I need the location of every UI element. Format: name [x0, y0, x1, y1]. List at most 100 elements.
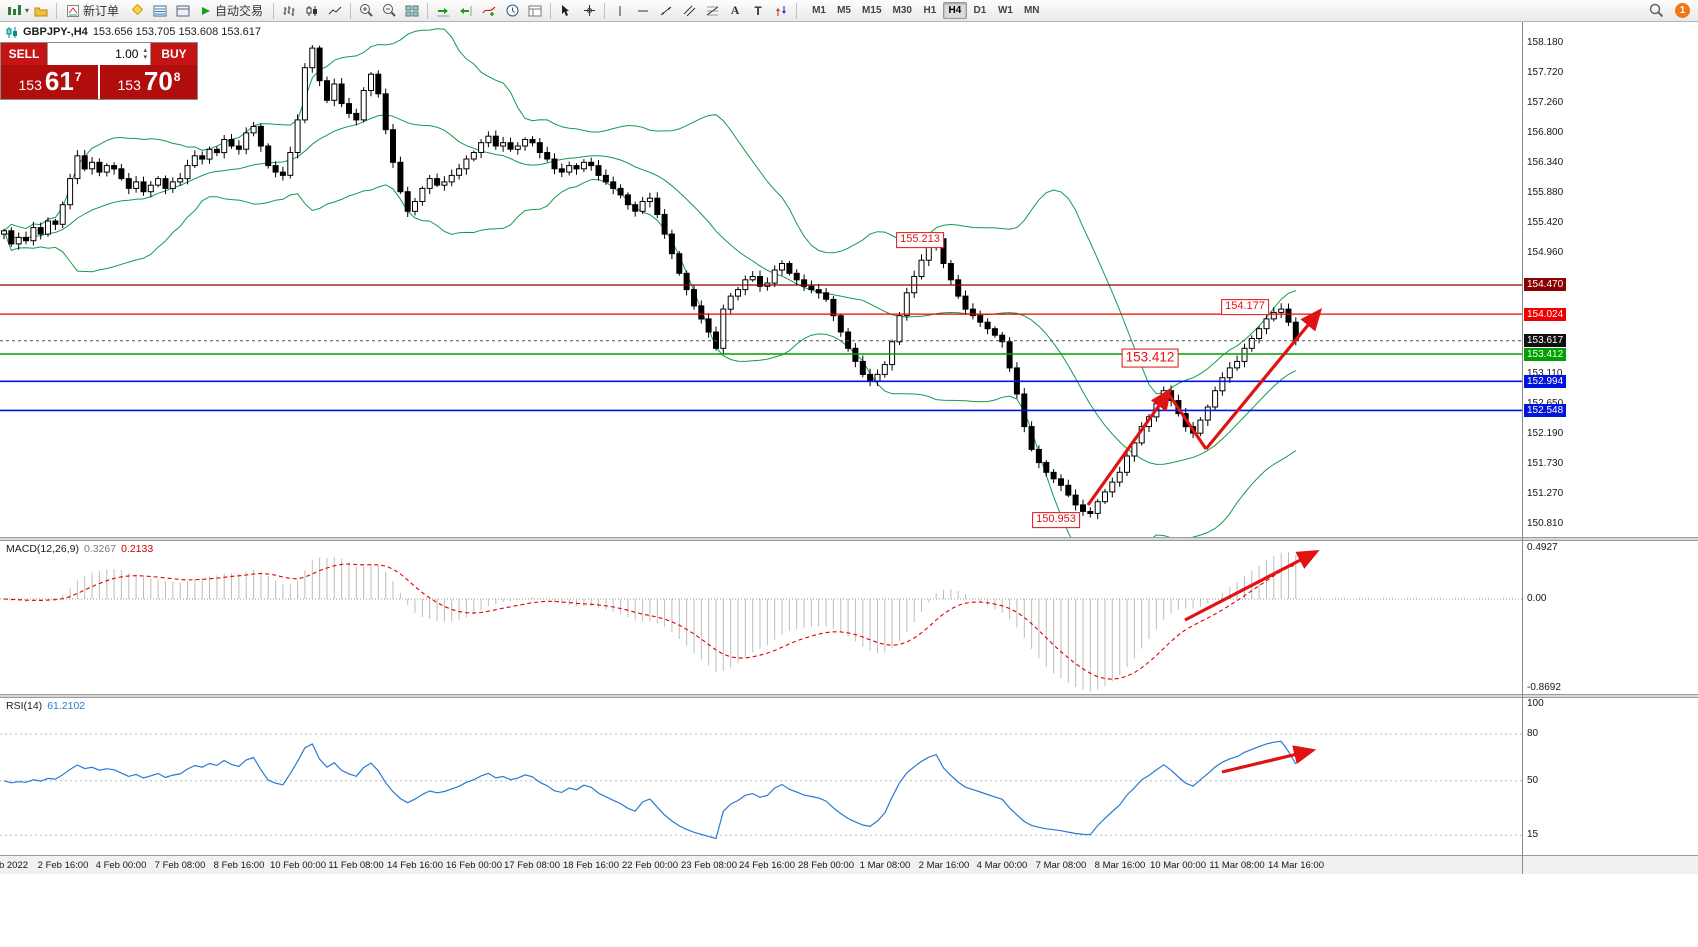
metaeditor-icon[interactable]	[126, 1, 148, 20]
panel-splitter[interactable]	[0, 537, 1698, 541]
main-chart-canvas[interactable]	[0, 22, 1698, 537]
line-chart-icon[interactable]	[324, 1, 346, 20]
zoom-out-icon[interactable]	[378, 1, 400, 20]
price-tick: 158.180	[1527, 37, 1564, 48]
chart-icon	[6, 26, 17, 38]
macd-signal-value: 0.2133	[121, 543, 154, 555]
price-marker: 153.617	[1524, 334, 1567, 347]
volume-up-button[interactable]: ▴	[143, 47, 147, 54]
new-chart-icon[interactable]	[4, 1, 26, 20]
price-tick: 157.720	[1527, 67, 1564, 78]
rsi-value: 61.2102	[47, 700, 86, 712]
toolbar-separator	[56, 2, 58, 19]
price-scale[interactable]: 158.180 157.720 157.260 156.800 156.340 155.8…	[1523, 22, 1698, 537]
toolbar-separator	[604, 2, 606, 19]
notification-badge[interactable]: 1	[1675, 3, 1690, 18]
chart-shift-icon[interactable]	[455, 1, 477, 20]
tile-windows-icon[interactable]	[401, 1, 423, 20]
volume-spinner: ▴ ▾	[140, 47, 150, 61]
autotrading-button[interactable]: 自动交易	[195, 1, 269, 20]
zoom-in-icon[interactable]	[355, 1, 377, 20]
horizontal-line-icon[interactable]	[632, 1, 654, 20]
price-tick: 155.420	[1527, 217, 1564, 228]
vertical-line-icon[interactable]	[609, 1, 631, 20]
buy-price-big: 70	[143, 66, 173, 96]
sell-button[interactable]: SELL	[1, 43, 47, 65]
toolbar-separator	[273, 2, 275, 19]
buy-price-display[interactable]: 153 70 8	[100, 65, 197, 99]
time-tick: 18 Feb 16:00	[563, 860, 619, 871]
price-marker: 153.412	[1524, 348, 1567, 361]
timeframe-m1[interactable]: M1	[812, 5, 826, 16]
time-tick: 11 Mar 08:00	[1209, 860, 1265, 871]
price-tick: 152.650	[1527, 398, 1563, 409]
price-tick: 153.110	[1527, 368, 1563, 379]
indicators-icon[interactable]	[478, 1, 500, 20]
macd-value: 0.3267	[83, 543, 117, 555]
timeframe-d1[interactable]: D1	[973, 5, 987, 16]
timeframe-m5[interactable]: M5	[837, 5, 851, 16]
time-tick: 22 Feb 00:00	[622, 860, 678, 871]
macd-scale[interactable]: 0.4927 0.00 -0.8692	[1523, 541, 1698, 694]
profiles-icon[interactable]	[30, 1, 52, 20]
time-axis[interactable]: 2 Feb 2022 2 Feb 16:00 4 Feb 00:00 7 Feb 08…	[0, 855, 1698, 874]
time-tick: 1 Mar 08:00	[859, 860, 911, 871]
arrows-icon[interactable]	[770, 1, 792, 20]
time-tick: 24 Feb 16:00	[739, 860, 795, 871]
macd-panel: MACD(12,26,9) 0.3267 0.2133	[0, 541, 1698, 694]
timeframe-mn[interactable]: MN	[1023, 5, 1040, 16]
time-tick: 2 Feb 16:00	[37, 860, 89, 871]
auto-scroll-icon[interactable]	[432, 1, 454, 20]
panel-splitter[interactable]	[0, 694, 1698, 698]
search-icon[interactable]	[1645, 1, 1667, 20]
chart-area: GBPJPY-,H4 153.656 153.705 153.608 153.6…	[0, 22, 1698, 537]
rsi-canvas[interactable]	[0, 698, 1698, 855]
text-icon[interactable]: A	[730, 3, 740, 17]
candlestick-chart-icon[interactable]	[301, 1, 323, 20]
label-icon[interactable]: T	[754, 3, 762, 18]
rsi-scale[interactable]: 100 80 50 15	[1523, 698, 1698, 855]
templates-icon[interactable]	[524, 1, 546, 20]
timeframe-h1[interactable]: H1	[923, 5, 937, 16]
time-tick: 14 Mar 16:00	[1268, 860, 1324, 871]
new-order-button[interactable]: 新订单	[61, 1, 125, 20]
new-order-label: 新订单	[83, 4, 120, 18]
time-tick: 4 Mar 00:00	[976, 860, 1028, 871]
bar-chart-icon[interactable]	[278, 1, 300, 20]
time-tick: 11 Feb 08:00	[328, 860, 384, 871]
price-marker: 152.548	[1524, 404, 1567, 417]
volume-input[interactable]	[48, 47, 141, 61]
market-watch-icon[interactable]	[149, 1, 171, 20]
macd-tick: -0.8692	[1527, 682, 1561, 693]
toolbar-separator	[796, 2, 798, 19]
new-chart-dropdown-icon[interactable]: ▾	[25, 6, 30, 15]
channel-icon[interactable]	[678, 1, 700, 20]
buy-button[interactable]: BUY	[151, 43, 197, 65]
volume-down-button[interactable]: ▾	[143, 54, 147, 61]
rsi-tick: 80	[1527, 728, 1539, 739]
rsi-panel: RSI(14) 61.2102	[0, 698, 1698, 855]
cursor-icon[interactable]	[555, 1, 577, 20]
toolbar-separator	[427, 2, 429, 19]
trendline-icon[interactable]	[655, 1, 677, 20]
timeframe-m15[interactable]: M15	[862, 5, 882, 16]
price-tick: 152.190	[1527, 428, 1564, 439]
price-tick: 155.880	[1527, 187, 1564, 198]
fibonacci-icon[interactable]	[701, 1, 723, 20]
sell-price-big: 61	[44, 66, 74, 96]
time-tick: 7 Mar 08:00	[1035, 860, 1087, 871]
data-window-icon[interactable]	[172, 1, 194, 20]
periods-icon[interactable]	[501, 1, 523, 20]
time-tick: 10 Mar 00:00	[1150, 860, 1206, 871]
price-tick: 156.340	[1527, 157, 1564, 168]
time-tick: 2 Mar 16:00	[918, 860, 970, 871]
sell-price-display[interactable]: 153 61 7	[1, 65, 98, 99]
timeframe-toolbar: M1 M5 M15 M30 H1 H4 D1 W1 MN	[807, 2, 1044, 19]
crosshair-icon[interactable]	[578, 1, 600, 20]
price-marker: 154.024	[1524, 308, 1567, 321]
timeframe-m30[interactable]: M30	[892, 5, 912, 16]
timeframe-w1[interactable]: W1	[997, 5, 1013, 16]
macd-canvas[interactable]	[0, 541, 1698, 694]
timeframe-h4[interactable]: H4	[942, 2, 967, 19]
